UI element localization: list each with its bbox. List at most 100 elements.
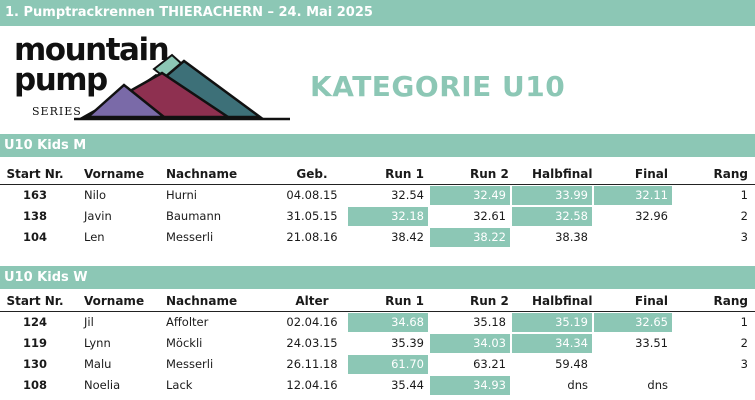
best-time-highlight (430, 334, 510, 353)
best-time-highlight (512, 186, 592, 205)
cell-nachname: Messerli (166, 354, 274, 375)
cell-value: Baumann (166, 209, 222, 223)
column-header-start-nr: Start Nr. (6, 294, 64, 308)
cell-value: 63.21 (473, 357, 506, 371)
cell-value: 34.03 (473, 336, 506, 350)
column-header-vorname: Vorname (84, 294, 145, 308)
cell-value: 32.65 (635, 315, 668, 329)
cell-value: 04.08.15 (286, 188, 338, 202)
cell-nachname: Hurni (166, 185, 274, 206)
cell-final: 32.65 (594, 312, 672, 333)
cell-value: 24.03.15 (286, 336, 338, 350)
cell-value: 34.68 (391, 315, 424, 329)
cell-rang: 1 (674, 312, 752, 333)
cell-final: 32.11 (594, 185, 672, 206)
cell-halbfinal: 34.34 (512, 333, 592, 354)
cell-nachname: Baumann (166, 206, 274, 227)
section-bar-u10-kids-m: U10 Kids M (0, 134, 755, 157)
cell-value: Hurni (166, 188, 197, 202)
cell-value: 163 (22, 188, 47, 202)
cell-rang: 3 (674, 354, 752, 375)
cell-value: 38.42 (391, 230, 424, 244)
cell-final (594, 227, 672, 248)
cell-run-2: 34.03 (430, 333, 510, 354)
cell-value: 31.05.15 (286, 209, 338, 223)
cell-value: 34.34 (555, 336, 588, 350)
best-time-highlight (512, 207, 592, 226)
column-header-run-1: Run 1 (385, 167, 424, 181)
column-header-rang: Rang (713, 167, 748, 181)
cell-date: 21.08.16 (274, 227, 350, 248)
cell-halbfinal: 35.19 (512, 312, 592, 333)
best-time-highlight (594, 313, 672, 332)
cell-value: 12.04.16 (286, 378, 338, 392)
cell-rang: 2 (674, 206, 752, 227)
cell-value: 3 (740, 357, 748, 371)
cell-vorname: Len (84, 227, 162, 248)
cell-run-2: 32.61 (430, 206, 510, 227)
cell-vorname: Jil (84, 312, 162, 333)
cell-run-2: 38.22 (430, 227, 510, 248)
cell-nachname: Messerli (166, 227, 274, 248)
section-title: U10 Kids M (4, 138, 87, 153)
table-row: 124 Jil Affolter 02.04.16 34.68 35.18 35.19 32.… (0, 312, 755, 333)
cell-value: dns (567, 378, 588, 392)
cell-value: 3 (740, 230, 748, 244)
cell-run-1: 38.42 (348, 227, 428, 248)
cell-date: 12.04.16 (274, 375, 350, 396)
cell-value: Lynn (84, 336, 111, 350)
cell-value: 138 (22, 209, 47, 223)
cell-vorname: Nilo (84, 185, 162, 206)
cell-value: 32.54 (391, 188, 424, 202)
cell-value: 32.49 (473, 188, 506, 202)
cell-nachname: Möckli (166, 333, 274, 354)
cell-value: 26.11.18 (286, 357, 338, 371)
column-header-run-2: Run 2 (470, 167, 509, 181)
cell-value: Lack (166, 378, 193, 392)
cell-value: 61.70 (391, 357, 424, 371)
column-header-halbfinal: Halbfinal (532, 167, 593, 181)
cell-final (594, 354, 672, 375)
logo-word-mountain: mountain (14, 32, 170, 68)
cell-start-nr: 104 (0, 227, 70, 248)
cell-run-1: 35.44 (348, 375, 428, 396)
table-row: 130 Malu Messerli 26.11.18 61.70 63.21 59.48 3 (0, 354, 755, 375)
cell-value: Affolter (166, 315, 209, 329)
cell-value: 33.99 (555, 188, 588, 202)
cell-value: 38.22 (473, 230, 506, 244)
cell-run-2: 35.18 (430, 312, 510, 333)
cell-value: 32.61 (473, 209, 506, 223)
column-header-nachname: Nachname (166, 294, 238, 308)
cell-value: 21.08.16 (286, 230, 338, 244)
cell-value: 1 (740, 188, 748, 202)
cell-value: 35.39 (391, 336, 424, 350)
cell-start-nr: 130 (0, 354, 70, 375)
column-header-halbfinal: Halbfinal (532, 294, 593, 308)
cell-vorname: Lynn (84, 333, 162, 354)
cell-value: 38.38 (555, 230, 588, 244)
cell-value: 32.58 (555, 209, 588, 223)
cell-value: 02.04.16 (286, 315, 338, 329)
best-time-highlight (348, 355, 428, 374)
cell-value: 1 (740, 315, 748, 329)
cell-halbfinal: 59.48 (512, 354, 592, 375)
column-header-run-1: Run 1 (385, 294, 424, 308)
cell-start-nr: 138 (0, 206, 70, 227)
cell-date: 02.04.16 (274, 312, 350, 333)
cell-vorname: Javin (84, 206, 162, 227)
cell-value: 34.93 (473, 378, 506, 392)
cell-start-nr: 124 (0, 312, 70, 333)
best-time-highlight (594, 186, 672, 205)
cell-run-2: 34.93 (430, 375, 510, 396)
table-header-row: Start Nr. Vorname Nachname Alter Run 1 Run 2 H… (0, 291, 755, 312)
results-table-u10-kids-m: Start Nr. Vorname Nachname Geb. Run 1 Run 2 Ha… (0, 164, 755, 248)
cell-run-1: 35.39 (348, 333, 428, 354)
best-time-highlight (348, 207, 428, 226)
column-header-rang: Rang (713, 294, 748, 308)
column-header-date: Alter (295, 294, 329, 308)
cell-halbfinal: dns (512, 375, 592, 396)
mountain-pump-logo: mountain pump SERIES (14, 33, 294, 123)
cell-run-2: 32.49 (430, 185, 510, 206)
cell-rang: 1 (674, 185, 752, 206)
cell-start-nr: 108 (0, 375, 70, 396)
